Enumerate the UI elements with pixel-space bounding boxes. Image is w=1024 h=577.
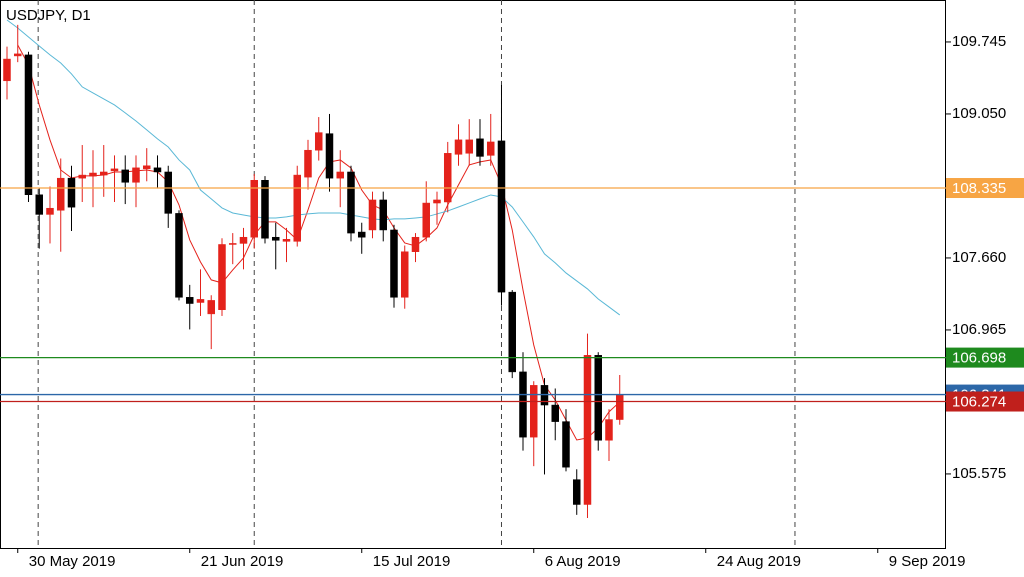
candle-body — [314, 132, 323, 151]
price-label-box — [946, 178, 1024, 199]
price-label: 106.274 — [952, 393, 1006, 410]
candle-body — [153, 167, 162, 173]
x-tick-label: 9 Sep 2019 — [889, 553, 966, 570]
candle-body — [196, 299, 205, 303]
price-label: 108.335 — [952, 180, 1006, 197]
candle-body — [24, 54, 33, 196]
candle-body — [56, 177, 65, 211]
candle-body — [519, 371, 527, 438]
price-label-box — [946, 391, 1024, 412]
candle-body — [13, 53, 22, 57]
candle-body — [261, 179, 269, 239]
candle-body — [46, 207, 54, 215]
candle-body — [67, 177, 76, 208]
price-label: 106.698 — [952, 350, 1006, 367]
candle-body — [142, 165, 151, 170]
x-tick-label: 30 May 2019 — [29, 553, 116, 570]
candle-body — [594, 355, 602, 441]
candle-body — [476, 138, 484, 157]
candle-body — [497, 140, 506, 293]
x-tick-label: 15 Jul 2019 — [373, 553, 451, 570]
candle-body — [78, 174, 86, 179]
candle-body — [228, 243, 237, 245]
candle-body — [132, 167, 140, 183]
candle-body — [454, 139, 463, 155]
candle-body — [400, 251, 409, 298]
candle-body — [3, 58, 11, 82]
candle-body — [293, 174, 301, 242]
candle-body — [175, 213, 183, 298]
candle-body — [250, 179, 258, 238]
chart-title: USDJPY, D1 — [6, 7, 91, 24]
candle-body — [605, 419, 613, 441]
candle-body — [411, 236, 420, 252]
candle-body — [357, 231, 366, 238]
candle-body — [304, 149, 312, 178]
y-tick-label: 106.965 — [952, 321, 1006, 338]
candle-body — [583, 355, 592, 505]
price-label-box — [946, 347, 1024, 368]
candle-body — [572, 479, 581, 505]
candle-body — [347, 171, 355, 234]
candle-body — [465, 139, 473, 154]
candle-body — [218, 244, 226, 310]
moving-average — [6, 19, 621, 316]
y-tick-label: 109.745 — [952, 33, 1006, 50]
candle-body — [422, 202, 430, 238]
candle-body — [615, 394, 624, 420]
candle-body — [110, 168, 119, 172]
candle-body — [99, 171, 108, 176]
candle-body — [185, 297, 194, 304]
candle-body — [390, 229, 398, 298]
candle-body — [121, 169, 129, 183]
candle-body — [368, 199, 377, 231]
candle-body — [271, 236, 280, 241]
candle-body — [325, 133, 334, 179]
y-tick-label: 109.050 — [952, 105, 1006, 122]
candle-body — [282, 239, 291, 242]
candle-body — [486, 141, 495, 156]
candle-body — [529, 385, 538, 438]
x-tick-label: 21 Jun 2019 — [201, 553, 284, 570]
candle-body — [508, 291, 516, 373]
candle-body — [443, 153, 452, 203]
x-tick-label: 24 Aug 2019 — [717, 553, 801, 570]
candle-body — [35, 194, 43, 215]
y-tick-label: 105.575 — [952, 465, 1006, 482]
candle-body — [551, 404, 559, 422]
candle-body — [89, 172, 97, 177]
candle-body — [562, 421, 570, 468]
y-tick-label: 107.660 — [952, 249, 1006, 266]
candle-body — [336, 171, 344, 179]
candle-body — [164, 171, 172, 214]
moving-average — [17, 44, 621, 441]
plot-frame — [0, 0, 946, 549]
candle-body — [433, 199, 441, 204]
candle-body — [379, 199, 387, 231]
candle-body — [239, 236, 248, 244]
candle-body — [207, 300, 215, 315]
x-tick-label: 6 Aug 2019 — [545, 553, 621, 570]
